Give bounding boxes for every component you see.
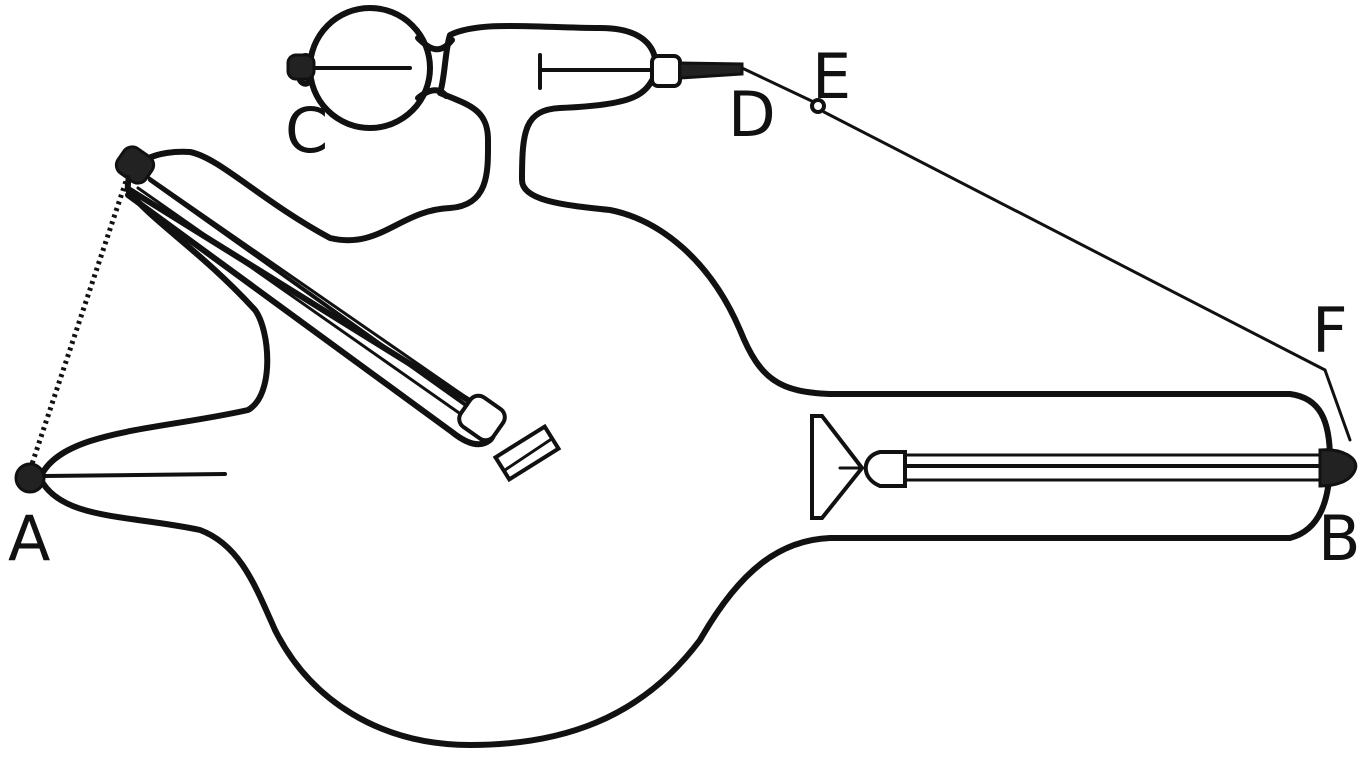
tilted-tube-end (457, 393, 507, 443)
bulb-c-connector (415, 35, 455, 53)
horizontal-tube-end (863, 450, 907, 488)
label-c: C (285, 94, 328, 167)
label-f: F (1312, 294, 1348, 367)
wire-f-b (1323, 368, 1352, 442)
electrode-d-seal (650, 54, 682, 88)
bulb-c-connector-lower (415, 87, 449, 101)
label-e: E (812, 40, 851, 113)
electrode-d-wire-stub (678, 61, 744, 80)
wire-d-e (740, 66, 820, 106)
electrode-c-cap (286, 53, 316, 81)
junction-e (810, 98, 826, 114)
electrode-a-cap (14, 462, 46, 494)
tilted-tube-line-1 (143, 173, 472, 402)
tilted-tube-line-2 (136, 186, 464, 417)
coil-a-top (27, 174, 131, 471)
tilted-tube-core (148, 178, 472, 410)
electrode-a-rod (42, 472, 227, 478)
electrode-b-cap (1318, 448, 1358, 488)
label-b: B (1318, 502, 1361, 575)
tilted-target-hatch (503, 438, 552, 472)
glass-envelope (37, 22, 1333, 748)
label-d: D (728, 78, 776, 151)
label-a: A (8, 502, 50, 575)
wire-e-f (822, 110, 1327, 372)
funnel-target (810, 414, 865, 520)
